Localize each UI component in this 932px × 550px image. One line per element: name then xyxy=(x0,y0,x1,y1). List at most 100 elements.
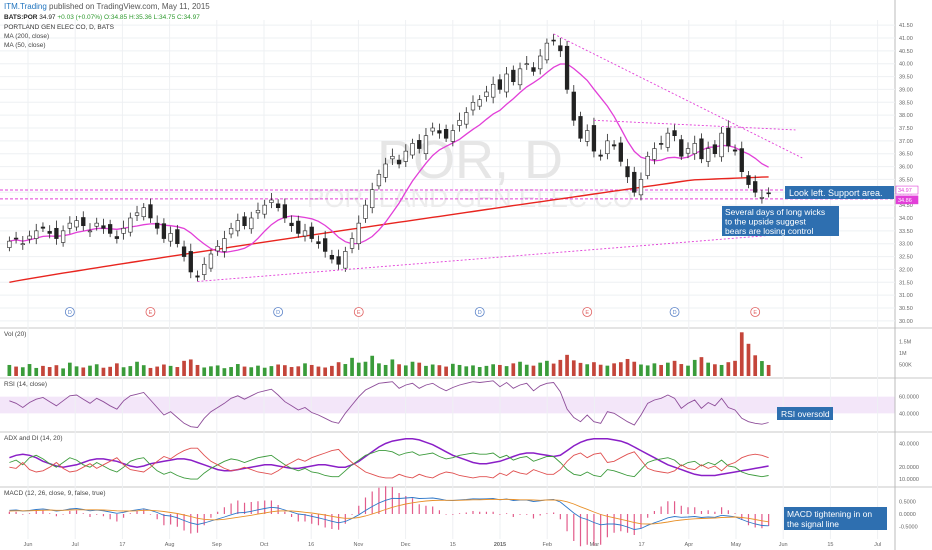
volume-bar xyxy=(235,364,240,376)
macd-histogram-bar xyxy=(479,511,481,514)
volume-bar xyxy=(350,357,354,376)
macd-histogram-bar xyxy=(324,514,326,528)
macd-histogram-bar xyxy=(75,510,78,514)
macd-histogram-bar xyxy=(42,510,44,514)
macd-histogram-bar xyxy=(338,514,340,530)
study-ma200[interactable]: MA (200, close) xyxy=(4,33,49,40)
candle-body xyxy=(155,222,160,229)
candles xyxy=(7,33,771,282)
study-ma50[interactable]: MA (50, close) xyxy=(4,42,46,49)
volume-bar xyxy=(242,366,247,376)
macd-histogram-bar xyxy=(418,504,420,514)
macd-annotation-line-2: the signal line xyxy=(787,519,839,529)
volume-bar xyxy=(585,364,590,376)
candle-body xyxy=(638,179,644,196)
volume-bar xyxy=(632,361,637,376)
candle-body xyxy=(591,125,597,152)
macd-series xyxy=(9,497,769,530)
macd-histogram-bar xyxy=(15,511,17,514)
event-marker-label: E xyxy=(585,310,589,316)
time-tick-label: Jul xyxy=(72,542,79,548)
price-tick-label: 32.00 xyxy=(899,267,913,273)
price-badge xyxy=(895,195,919,205)
macd-histogram-bar xyxy=(223,507,225,514)
vol-pane-title[interactable]: Vol (20) xyxy=(4,331,26,338)
ma50-series xyxy=(9,63,769,254)
candle-body xyxy=(282,204,287,219)
macd-histogram-bar xyxy=(364,497,367,514)
price-tick-label: 38.00 xyxy=(899,113,913,119)
candle-body xyxy=(262,204,267,215)
volume-bar xyxy=(155,366,160,376)
candle-body xyxy=(309,226,314,239)
volume-bar xyxy=(410,361,415,376)
candle-body xyxy=(746,175,751,185)
adx-tick-label: 10.0000 xyxy=(899,477,919,483)
volume-bar xyxy=(719,364,724,376)
candle-body xyxy=(538,55,543,70)
volume-bar xyxy=(713,364,717,376)
candle-body xyxy=(356,222,361,245)
macd-histogram-bar xyxy=(257,501,259,514)
volume-bar xyxy=(269,366,274,376)
volume-bar xyxy=(81,367,86,376)
brand-link[interactable]: ITM.Trading xyxy=(4,2,47,11)
volume-bar xyxy=(639,364,643,376)
volume-bar xyxy=(645,365,650,376)
rsi-pane-title[interactable]: RSI (14, close) xyxy=(4,381,47,388)
volume-bar xyxy=(504,366,509,376)
adx-pane-title[interactable]: ADX and DI (14, 20) xyxy=(4,435,63,442)
candle-body xyxy=(470,101,476,111)
volume-bar xyxy=(518,361,522,376)
candle-body xyxy=(13,237,19,240)
candle-body xyxy=(376,173,382,187)
macd-histogram-bar xyxy=(391,487,393,514)
macd-histogram-bar xyxy=(243,502,246,514)
volume-bar xyxy=(498,364,502,376)
vol-tick-label: 500K xyxy=(899,363,912,369)
dividend-marker xyxy=(64,307,75,317)
candle-body xyxy=(477,99,482,107)
candle-body xyxy=(7,240,12,248)
candle-body xyxy=(551,39,556,42)
watermark-name: PORTLAND GEN ELEC CO xyxy=(307,183,633,213)
macd-histogram-bar xyxy=(633,514,635,535)
volume-bar xyxy=(330,365,334,376)
macd-histogram-bar xyxy=(539,514,541,516)
candle-body xyxy=(699,138,704,160)
candle-body xyxy=(20,243,25,246)
macd-pane-title[interactable]: MACD (12, 26, close, 9, false, true) xyxy=(4,490,106,497)
time-tick-label: Jun xyxy=(24,542,33,548)
macd-histogram-bar xyxy=(492,511,494,514)
macd-histogram-bar xyxy=(499,514,501,515)
macd-histogram-bar xyxy=(136,511,138,514)
time-tick-label: Apr xyxy=(685,542,694,548)
macd-histogram-bar xyxy=(727,510,729,514)
macd-histogram-bar xyxy=(351,514,353,515)
rsi-line xyxy=(9,380,769,428)
macd-histogram-bar xyxy=(472,511,474,514)
candle-body xyxy=(108,224,113,234)
earnings-marker xyxy=(582,307,593,317)
quote-open: O:34.85 xyxy=(104,14,128,21)
rsi-series xyxy=(9,380,769,428)
rsi-band xyxy=(0,396,895,414)
dividend-marker xyxy=(669,307,680,317)
candle-body xyxy=(121,227,126,234)
price-badge-label: 34.86 xyxy=(898,198,912,204)
macd-histogram-bar xyxy=(129,513,131,514)
macd-histogram-bar xyxy=(754,514,756,528)
candle-body xyxy=(524,63,529,66)
macd-histogram-bar xyxy=(526,514,528,515)
volume-bar xyxy=(672,360,677,376)
support-annotation-text: Look left. Support area. xyxy=(789,188,883,198)
macd-histogram-bar xyxy=(297,514,299,522)
volume-bar xyxy=(188,359,193,376)
volume-bar xyxy=(397,364,401,376)
candle-body xyxy=(242,216,247,227)
quote-symbol: BATS:POR xyxy=(4,14,38,21)
candle-body xyxy=(464,112,469,125)
ma50-line xyxy=(9,63,769,254)
candle-body xyxy=(564,45,570,90)
price-tick-label: 34.50 xyxy=(899,203,913,209)
